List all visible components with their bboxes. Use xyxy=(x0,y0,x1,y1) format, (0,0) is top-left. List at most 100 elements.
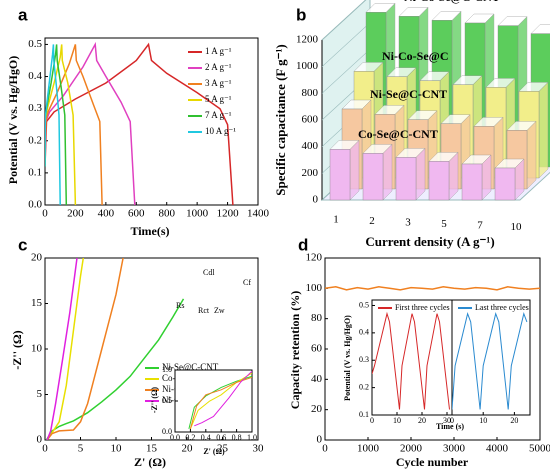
bar xyxy=(428,161,450,201)
plot-frame xyxy=(44,37,259,206)
x-tick-label: 10 xyxy=(111,443,123,455)
y-axis-label: Potential (V vs. Hg/HgO) xyxy=(6,56,20,184)
bar xyxy=(362,153,384,201)
x-tick-label: 0 xyxy=(322,443,328,455)
x-axis-label: Current density (A g⁻¹) xyxy=(365,234,494,249)
x-axis-label: Time (s) xyxy=(436,422,464,431)
plot-area xyxy=(188,370,252,430)
circuit-label: Rct xyxy=(198,306,210,315)
legend-label: 2 A g⁻¹ xyxy=(205,62,232,72)
series-label: Ni-Co-Se@C xyxy=(382,49,449,63)
x-tick-label: 30 xyxy=(443,416,451,425)
y-tick-label: 0.4 xyxy=(28,70,42,82)
panel-letter: a xyxy=(18,5,28,24)
x-tick-label: 3 xyxy=(405,217,411,229)
y-tick-label: 0.5 xyxy=(162,396,172,405)
series-line xyxy=(45,298,185,440)
x-tick-label: 0 xyxy=(370,416,374,425)
x-tick-label: 3000 xyxy=(443,443,466,455)
bar-side xyxy=(349,139,360,201)
series-line xyxy=(189,376,252,430)
legend-label: Ni-Se@C-CNT xyxy=(162,362,219,372)
x-tick-label: 400 xyxy=(98,208,115,220)
y-axis-label: -Z'' (Ω) xyxy=(150,387,159,414)
series-label: Ni-Co-Se@C-CNT xyxy=(404,0,500,4)
y-tick-label: 1000 xyxy=(296,60,319,72)
legend-label: 7 A g⁻¹ xyxy=(205,110,232,120)
y-tick-label: 600 xyxy=(302,114,319,126)
y-tick-label: 100 xyxy=(306,282,323,294)
series-line xyxy=(372,311,450,410)
x-tick-label: 5 xyxy=(78,443,84,455)
x-tick-label: 600 xyxy=(128,208,145,220)
x-tick-label: 25 xyxy=(217,443,229,455)
y-tick-label: 0.2 xyxy=(28,134,42,146)
bar xyxy=(461,163,483,201)
x-tick-label: 0.8 xyxy=(232,433,242,442)
series-line xyxy=(189,372,252,430)
x-tick-label: 1200 xyxy=(217,208,240,220)
y-tick-label: 200 xyxy=(302,167,319,179)
x-axis-label: Cycle number xyxy=(396,455,469,469)
plot-area xyxy=(45,258,185,440)
bar xyxy=(329,149,351,201)
circuit-label: Cf xyxy=(243,278,251,287)
x-tick-label: 0.6 xyxy=(216,433,226,442)
y-tick-label: 0.3 xyxy=(359,355,369,364)
y-tick-label: 1200 xyxy=(296,34,319,46)
bar xyxy=(494,167,516,201)
x-tick-label: 0 xyxy=(450,416,454,425)
y-tick-label: 20 xyxy=(31,252,43,264)
plot-area xyxy=(452,312,528,410)
x-tick-label: 1000 xyxy=(357,443,380,455)
plot-area xyxy=(372,311,450,410)
x-tick-label: 10 xyxy=(511,221,523,233)
series-line xyxy=(45,41,136,205)
x-axis-label: Z' (Ω) xyxy=(134,455,166,469)
y-tick-label: 0 xyxy=(313,194,319,206)
y-axis-label: Potential (V vs. Hg/HgO) xyxy=(343,315,352,401)
legend-label: 5 A g⁻¹ xyxy=(205,94,232,104)
y-tick-label: 60 xyxy=(311,343,323,355)
plot-area xyxy=(325,286,540,291)
plot-frame xyxy=(371,299,453,416)
y-tick-label: 0.0 xyxy=(162,427,172,436)
y-tick-label: 5 xyxy=(37,388,43,400)
circuit-label: Zw xyxy=(214,306,225,315)
x-tick-label: 10 xyxy=(479,416,487,425)
x-tick-label: 15 xyxy=(146,443,158,455)
series-line xyxy=(46,258,85,440)
panel-letter: c xyxy=(18,235,27,254)
y-tick-label: 800 xyxy=(302,87,319,99)
y-tick-label: 20 xyxy=(311,403,323,415)
circuit-label: Rs xyxy=(176,301,184,310)
y-tick-label: 0 xyxy=(37,434,43,446)
series-line xyxy=(194,370,252,427)
y-axis-label: Specific capacitance (F g⁻¹) xyxy=(273,44,288,195)
x-tick-label: 4000 xyxy=(486,443,509,455)
x-tick-label: 2 xyxy=(369,215,375,227)
x-tick-label: 1 xyxy=(333,214,339,226)
x-axis-label: Z' (Ω) xyxy=(203,447,225,456)
x-tick-label: 20 xyxy=(182,443,194,455)
plot-area xyxy=(45,41,234,205)
x-tick-label: 1400 xyxy=(247,208,270,220)
y-tick-label: 15 xyxy=(31,297,43,309)
y-tick-label: 10 xyxy=(31,343,43,355)
series-line xyxy=(45,42,234,205)
y-tick-label: 400 xyxy=(302,140,319,152)
y-axis-label: Capacity retention (%) xyxy=(288,291,302,409)
panel-letter: d xyxy=(298,235,308,254)
plot-frame xyxy=(174,369,253,433)
y-tick-label: 0.1 xyxy=(28,166,42,178)
legend-label: 3 A g⁻¹ xyxy=(205,78,232,88)
series-line xyxy=(325,286,540,291)
x-tick-label: 200 xyxy=(67,208,84,220)
y-axis-label: -Z'' (Ω) xyxy=(10,330,24,369)
y-tick-label: 0.5 xyxy=(28,38,42,50)
x-tick-label: 7 xyxy=(477,220,483,232)
bar-side xyxy=(526,120,537,190)
y-tick-label: 0.2 xyxy=(359,382,369,391)
y-tick-label: 120 xyxy=(306,252,323,264)
